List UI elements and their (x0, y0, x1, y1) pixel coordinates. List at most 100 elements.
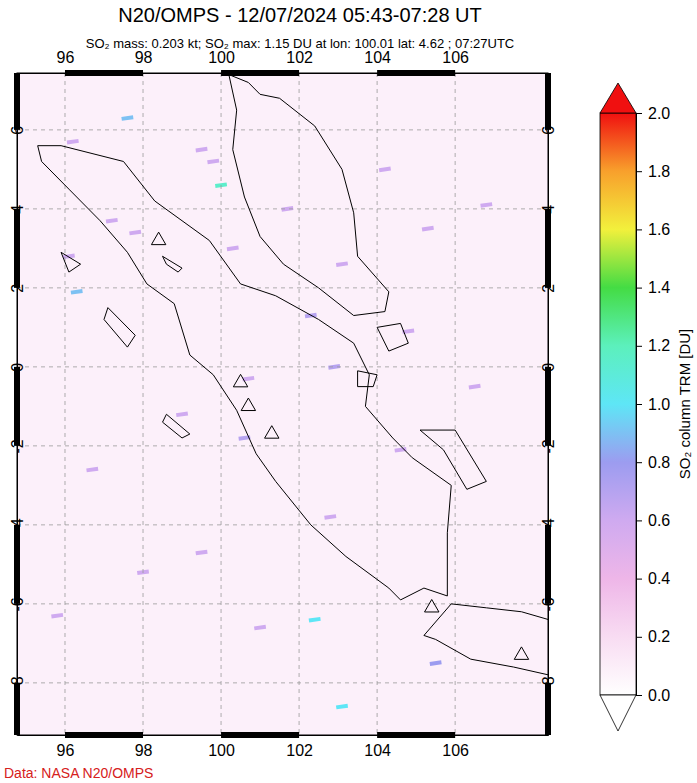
tick: 0.8 (636, 454, 670, 471)
tick-label: 1.0 (648, 396, 670, 413)
tick: 96 (57, 49, 75, 73)
grid-line-y (17, 524, 548, 525)
volcano (241, 398, 255, 410)
tick-label: 6 (540, 126, 557, 135)
so2-pixel (469, 384, 481, 390)
volcano (514, 647, 528, 659)
tick-label: 0.0 (648, 687, 670, 704)
tick: 2 (540, 284, 557, 293)
grid-line-x (143, 73, 144, 735)
tick: 104 (364, 735, 391, 759)
tick: 104 (364, 49, 391, 73)
coastline (420, 430, 486, 489)
tick-label: -4 (540, 518, 557, 532)
grid-line-x (299, 73, 300, 735)
so2-pixel (106, 218, 118, 224)
coastline (377, 323, 408, 351)
tick: 6 (540, 126, 557, 135)
tick: 1.4 (636, 279, 670, 296)
y-axis-right: -8-6-4-20246 (540, 74, 557, 736)
tick-label: 100 (208, 742, 235, 759)
tick-label: -8 (9, 676, 26, 690)
tick: -8 (9, 676, 26, 690)
tick-label: 98 (135, 49, 153, 66)
grid-line-y (17, 208, 548, 209)
grid-line-y (17, 366, 548, 367)
tick-label: 1.6 (648, 221, 670, 238)
axis-line (548, 74, 549, 736)
so2-pixel (121, 115, 133, 121)
coastline (229, 75, 389, 316)
colorbar-extend-max (600, 83, 636, 113)
plot-background (17, 73, 548, 735)
tick-label: 96 (57, 49, 75, 66)
coastline (163, 256, 183, 272)
tick: 100 (208, 49, 235, 73)
grid-line-x (377, 73, 378, 735)
tick-label: -6 (540, 597, 557, 611)
tick-label: 2 (9, 284, 26, 293)
grid-line-y (17, 603, 548, 604)
tick-label: 106 (442, 742, 469, 759)
tick-label: 98 (135, 742, 153, 759)
grid-line-x (221, 73, 222, 735)
so2-pixel (336, 704, 348, 710)
tick: 6 (9, 126, 26, 135)
so2-pixel (480, 202, 492, 208)
x-axis-top: 9698100102104106 (18, 49, 549, 74)
tick-label: 2 (540, 284, 557, 293)
coastline (61, 252, 81, 272)
tick-label: 102 (286, 742, 313, 759)
colorbar (600, 113, 636, 695)
x-axis-bottom: 9698100102104106 (18, 735, 549, 759)
tick: 4 (9, 205, 26, 214)
map-frame (14, 70, 551, 738)
grid-line-y (17, 682, 548, 683)
tick: 106 (442, 735, 469, 759)
tick: -2 (9, 439, 26, 453)
so2-pixel (227, 246, 239, 252)
tick-label: 0.8 (648, 454, 670, 471)
so2-pixel (67, 139, 79, 145)
tick: 1.0 (636, 396, 670, 413)
tick-label: -2 (9, 439, 26, 453)
coastline (38, 146, 452, 600)
so2-pixel (430, 660, 442, 666)
grid-line-x (64, 73, 65, 735)
tick-mark (636, 637, 642, 638)
tick-mark (636, 288, 642, 289)
tick-label: 104 (364, 49, 391, 66)
volcano (425, 599, 439, 611)
tick: -4 (9, 518, 26, 532)
tick-label: 1.4 (648, 279, 670, 296)
tick-label: -6 (9, 597, 26, 611)
tick-label: 104 (364, 742, 391, 759)
tick-mark (636, 520, 642, 521)
so2-pixel (195, 147, 207, 153)
y-axis-left: -8 -6 -4 -2 0 2 4 6 (9, 74, 26, 736)
title: N20/OMPS - 12/07/2024 05:43-07:28 UT (118, 4, 482, 26)
so2-pixel (336, 261, 348, 267)
tick-label: 100 (208, 49, 235, 66)
axis-line (18, 735, 549, 736)
tick: 2.0 (636, 105, 670, 122)
tick: 0 (9, 363, 26, 372)
so2-pixel (71, 289, 83, 295)
axis-line (637, 114, 643, 696)
tick: 0.0 (636, 687, 670, 704)
tick: 0 (540, 363, 557, 372)
tick-mark (636, 579, 642, 580)
so2-pixel (324, 514, 336, 520)
coastline (163, 414, 190, 438)
subtitle: SO₂ mass: 0.203 kt; SO₂ max: 1.15 DU at … (86, 36, 514, 51)
tick: -2 (540, 439, 557, 453)
tick-mark (636, 462, 642, 463)
tick-label: 1.2 (648, 337, 670, 354)
tick-label: 0.4 (648, 570, 670, 587)
axis-line (17, 74, 18, 736)
so2-pixel (51, 613, 63, 619)
tick: 0.4 (636, 570, 670, 587)
tick-mark (636, 171, 642, 172)
colorbar-axis: 0.00.20.40.60.81.01.21.41.61.82.0 (636, 105, 670, 704)
tick: 4 (540, 205, 557, 214)
